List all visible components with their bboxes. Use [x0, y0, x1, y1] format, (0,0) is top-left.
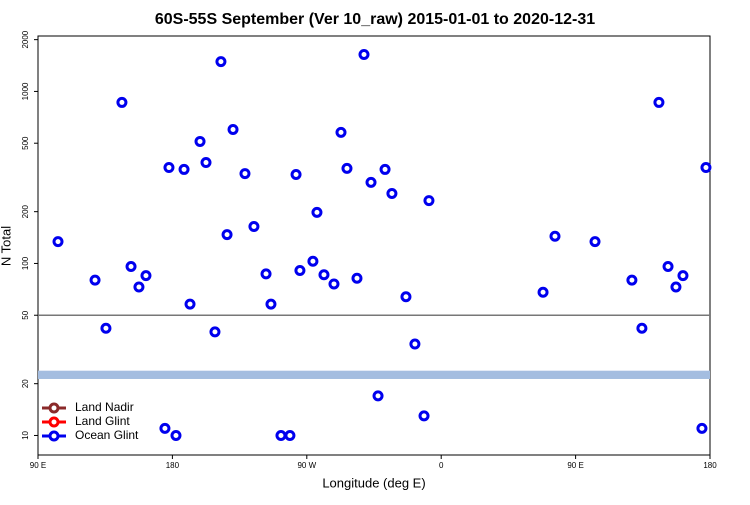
plot-frame [37, 35, 711, 456]
point [365, 176, 377, 188]
point [418, 410, 430, 422]
point [311, 206, 323, 218]
point [400, 291, 412, 303]
y-axis-label: N Total [0, 226, 13, 266]
point [159, 422, 171, 434]
band [38, 370, 710, 379]
point [200, 157, 212, 169]
point [636, 322, 648, 334]
point [318, 269, 330, 281]
x-tick-label: 90 E [567, 461, 583, 470]
point [239, 168, 251, 180]
point [275, 429, 287, 441]
point [700, 162, 712, 174]
y-tick-label: 200 [21, 204, 30, 218]
point [307, 255, 319, 267]
point [284, 429, 296, 441]
point [215, 56, 227, 68]
point [265, 298, 277, 310]
legend-marker [48, 430, 60, 442]
point [52, 236, 64, 248]
y-tick-label: 10 [21, 430, 30, 439]
point [125, 261, 137, 273]
point [335, 126, 347, 138]
x-tick-label: 90 W [297, 461, 316, 470]
point [537, 286, 549, 298]
legend-marker [48, 416, 60, 428]
point [140, 270, 152, 282]
point [194, 135, 206, 147]
legend-label: Land Glint [75, 414, 130, 428]
point [409, 338, 421, 350]
x-tick-label: 180 [703, 461, 717, 470]
y-tick-label: 100 [21, 256, 30, 270]
point [294, 264, 306, 276]
point [89, 274, 101, 286]
point [379, 163, 391, 175]
point [328, 278, 340, 290]
legend-label: Ocean Glint [75, 428, 139, 442]
point [423, 195, 435, 207]
point [351, 272, 363, 284]
point [589, 236, 601, 248]
point [178, 163, 190, 175]
x-tick-label: 180 [166, 461, 180, 470]
legend-label: Land Nadir [75, 400, 134, 414]
point [209, 326, 221, 338]
legend-marker [48, 402, 60, 414]
point [221, 229, 233, 241]
y-tick-label: 500 [21, 136, 30, 150]
y-tick-label: 20 [21, 379, 30, 388]
point [290, 168, 302, 180]
y-tick-label: 50 [21, 310, 30, 319]
point [662, 261, 674, 273]
point [653, 96, 665, 108]
point [358, 48, 370, 60]
point [184, 298, 196, 310]
point [696, 422, 708, 434]
point [677, 270, 689, 282]
y-tick-label: 1000 [21, 82, 30, 100]
point [227, 123, 239, 135]
x-axis-label: Longitude (deg E) [322, 475, 425, 490]
point [341, 162, 353, 174]
point [100, 322, 112, 334]
point [170, 429, 182, 441]
point [248, 220, 260, 232]
point [386, 188, 398, 200]
x-tick-label: 0 [439, 461, 444, 470]
x-tick-label: 90 E [30, 461, 46, 470]
point [163, 162, 175, 174]
point [549, 230, 561, 242]
point [260, 268, 272, 280]
point [116, 96, 128, 108]
point [372, 390, 384, 402]
point [626, 274, 638, 286]
point [133, 281, 145, 293]
point [670, 281, 682, 293]
chart-title: 60S-55S September (Ver 10_raw) 2015-01-0… [155, 11, 595, 28]
y-tick-label: 2000 [21, 30, 30, 48]
